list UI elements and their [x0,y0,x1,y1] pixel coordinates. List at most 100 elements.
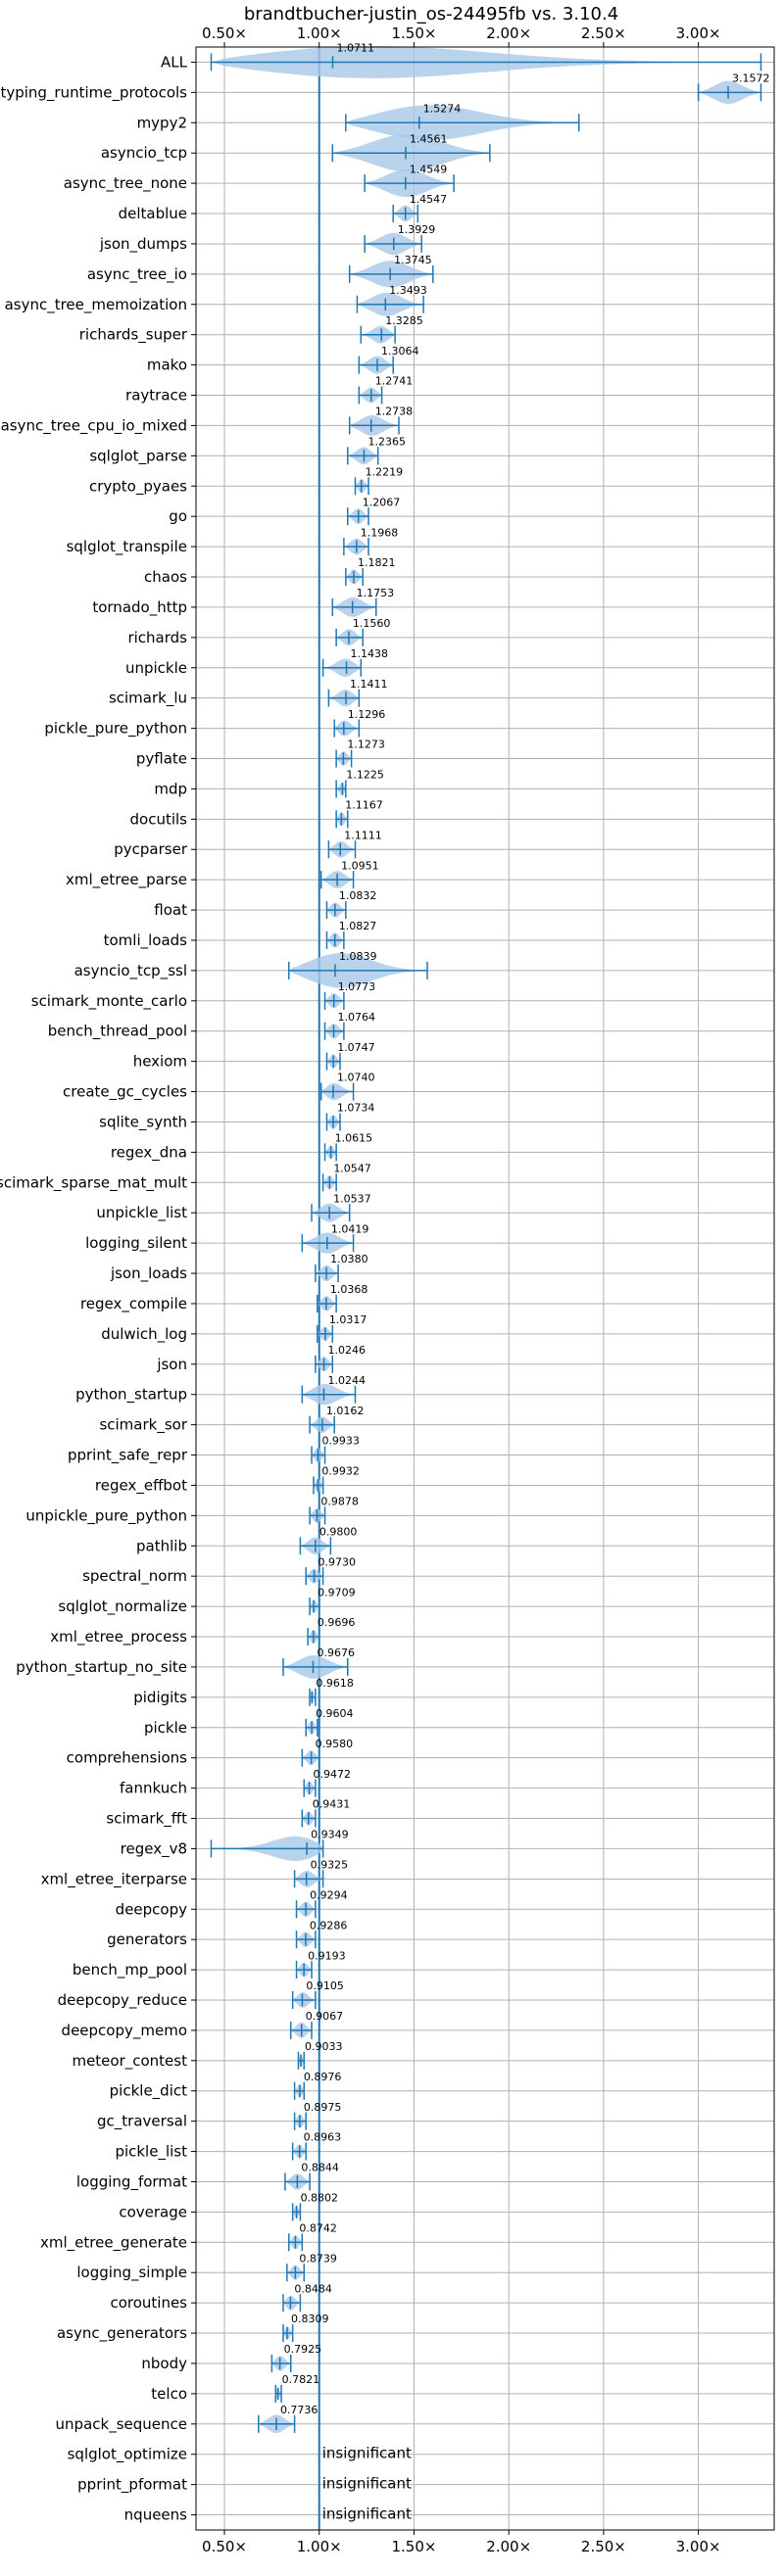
value-label: 1.1296 [348,708,386,721]
benchmark-name: regex_v8 [121,1839,187,1858]
value-label: 1.3929 [398,223,436,236]
x-tick-label-top: 2.50× [581,24,626,42]
benchmark-name: xml_etree_parse [66,871,187,889]
benchmark-name: pprint_safe_repr [68,1447,188,1465]
benchmark-name: asyncio_tcp_ssl [74,962,187,980]
benchmark-name: xml_etree_process [50,1628,187,1646]
value-label: 1.0615 [335,1132,373,1145]
benchmark-name: richards [127,629,187,646]
x-axis-bottom: 0.50× 1.00× 1.50× 2.00× 2.50× 3.00× [202,2530,721,2555]
x-tick-label-bottom: 3.00× [676,2538,721,2555]
value-label: 1.2365 [368,436,406,449]
insignificant-label: insignificant [322,2445,412,2462]
value-label: 1.0773 [338,980,376,993]
value-label: 0.9933 [321,1435,360,1448]
value-label: 1.0547 [333,1162,371,1174]
benchmark-name: deepcopy_memo [62,2022,187,2040]
benchmark-name: async_tree_memoization [5,296,187,314]
benchmark-name: asyncio_tcp [101,144,187,163]
value-label: 0.9472 [314,1768,352,1781]
benchmark-name: async_tree_io [87,265,187,284]
benchmark-name: gc_traversal [97,2113,187,2131]
benchmark-name: richards_super [79,326,188,345]
benchmark-name: logging_format [76,2172,187,2191]
value-label: 1.1821 [358,556,396,569]
benchmark-name: regex_compile [80,1295,187,1313]
benchmark-name: create_gc_cycles [63,1083,187,1102]
benchmark-name: mdp [154,780,187,797]
value-label: 1.1411 [350,678,388,691]
benchmark-name: unpack_sequence [56,2415,187,2434]
plot-frame [195,46,775,2531]
benchmark-name: mypy2 [137,114,187,131]
value-label: 0.9676 [317,1646,355,1659]
y-axis: ALL typing_runtime_protocols mypy2 asyncio_… [0,53,196,2524]
value-label: 0.9286 [310,1919,348,1932]
benchmark-name: pickle_dict [110,2082,187,2101]
value-label: 1.0832 [339,889,377,902]
value-label: 0.9033 [305,2040,343,2053]
benchmark-name: deepcopy [116,1900,187,1918]
benchmark-name: mako [147,357,187,374]
x-tick-label-bottom: 1.50× [391,2538,436,2555]
value-label: 1.0244 [327,1374,366,1387]
violins-layer [210,46,762,2434]
value-label: 1.0317 [329,1313,368,1326]
benchmark-name: scimark_sor [99,1416,187,1435]
x-tick-label-top: 3.00× [676,24,721,42]
benchmark-name: telco [151,2385,187,2403]
value-label: 1.0747 [337,1041,375,1054]
benchmark-name: typing_runtime_protocols [0,83,187,102]
insignificant-label: insignificant [322,2505,412,2523]
benchmark-name: generators [107,1931,187,1948]
value-label: 1.0368 [330,1283,368,1296]
benchmark-name: sqlglot_parse [89,447,187,465]
value-label: 1.0537 [333,1192,371,1205]
benchmark-name: tornado_http [92,598,187,617]
benchmark-name: scimark_lu [109,690,187,708]
benchmark-name: pidigits [133,1689,187,1706]
benchmark-name: python_startup_no_site [16,1658,187,1677]
value-label: 0.8976 [304,2071,342,2083]
benchmark-name: pycparser [114,840,188,858]
x-axis-top: 0.50× 1.00× 1.50× 2.00× 2.50× 3.00× [202,24,721,47]
value-label: 0.9878 [320,1496,359,1508]
value-label: 1.1111 [344,829,382,841]
value-label: 0.9349 [311,1829,349,1841]
value-label: 1.3493 [389,284,427,297]
benchmark-name: docutils [130,810,188,828]
value-label: 0.8975 [304,2101,342,2114]
value-label: 3.1572 [732,72,770,85]
value-label: 1.3285 [385,314,423,327]
value-label: 1.0734 [337,1102,375,1115]
grid-layer [196,47,774,2530]
value-label: 1.0764 [338,1011,376,1024]
benchmark-name: unpickle_pure_python [25,1506,187,1525]
value-label: 0.9067 [306,2010,344,2023]
benchmark-name: scimark_sparse_mat_mult [0,1173,187,1192]
value-label: 0.9709 [318,1586,356,1598]
value-label: 1.1273 [347,739,385,751]
benchmark-name: pprint_pformat [77,2476,187,2495]
benchmark-name: crypto_pyaes [89,477,187,496]
value-label: 0.9696 [318,1616,356,1629]
value-label: 1.1225 [346,769,384,782]
value-label: 1.1167 [345,799,383,812]
benchmark-name: sqlglot_normalize [58,1598,187,1616]
value-label: 1.0711 [336,42,374,55]
benchmark-name: pyflate [136,749,187,767]
value-label: 1.0162 [326,1405,365,1417]
labels-layer: 1.0711 3.1572 1.5274 1.4561 1.4549 1.4547 1.39… [280,42,770,2523]
value-label: 0.9105 [306,1980,344,1992]
value-label: 0.8739 [299,2252,337,2265]
benchmark-name: scimark_fft [106,1810,187,1829]
benchmark-name: async_tree_cpu_io_mixed [1,416,187,435]
benchmark-name: bench_thread_pool [48,1023,187,1041]
value-label: 0.9800 [319,1525,358,1538]
benchmark-name: coverage [119,2203,187,2220]
benchmark-name: async_generators [57,2324,187,2343]
benchmark-name: regex_dna [111,1143,187,1162]
benchmark-name: fannkuch [120,1780,187,1797]
x-tick-label-bottom: 1.00× [297,2538,342,2555]
value-label: 1.1438 [351,647,389,660]
